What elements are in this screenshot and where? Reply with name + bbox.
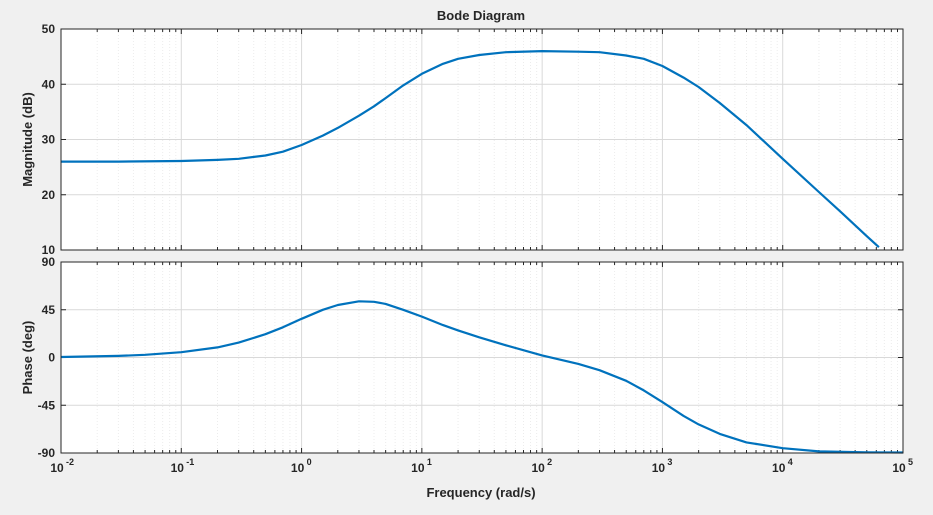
x-tick-label: 10 5 (892, 457, 913, 475)
x-tick-exponent: 1 (427, 457, 432, 467)
chart-title: Bode Diagram (437, 8, 525, 23)
x-tick-base: 10 (171, 461, 185, 475)
y-tick-label: 40 (42, 77, 56, 91)
x-tick-base: 10 (892, 461, 906, 475)
magnitude-plot-frame (60, 28, 904, 251)
magnitude-series-line (61, 50, 880, 249)
x-tick-base: 10 (652, 461, 666, 475)
y-tick-label: -90 (38, 446, 56, 460)
x-tick-exponent: -2 (66, 457, 74, 467)
x-tick-label: 10 -1 (171, 457, 195, 475)
phase-panel: -90 -45 0 45 90 Phase (deg) (20, 255, 904, 460)
x-tick-label: 10 2 (531, 457, 552, 475)
x-tick-label: 10 3 (652, 457, 673, 475)
x-tick-exponent: 2 (547, 457, 552, 467)
x-tick-base: 10 (50, 461, 64, 475)
x-tick-base: 10 (411, 461, 425, 475)
x-tick-base: 10 (772, 461, 786, 475)
x-tick-base: 10 (291, 461, 305, 475)
y-tick-label: 90 (42, 255, 56, 269)
x-tick-label: 10 -2 (50, 457, 74, 475)
x-tick-label: 10 1 (411, 457, 432, 475)
y-tick-label: 30 (42, 133, 56, 147)
y-tick-label: 20 (42, 188, 56, 202)
phase-grid (60, 261, 903, 454)
x-tick-exponent: 3 (667, 457, 672, 467)
y-tick-label: 50 (42, 22, 56, 36)
phase-plot-frame (60, 261, 904, 454)
x-tick-exponent: 5 (908, 457, 913, 467)
y-tick-label: -45 (38, 398, 56, 412)
magnitude-y-axis-label: Magnitude (dB) (20, 92, 35, 187)
x-tick-exponent: 0 (307, 457, 312, 467)
x-tick-exponent: 4 (788, 457, 793, 467)
frequency-x-ticks: 10 -2 10 -1 10 0 10 1 10 2 10 3 10 4 10 5 (50, 457, 913, 475)
x-tick-label: 10 0 (291, 457, 312, 475)
x-tick-label: 10 4 (772, 457, 793, 475)
x-axis-label: Frequency (rad/s) (426, 485, 535, 500)
x-tick-exponent: -1 (186, 457, 194, 467)
y-tick-label: 45 (42, 303, 56, 317)
x-tick-base: 10 (531, 461, 545, 475)
phase-y-axis-label: Phase (deg) (20, 321, 35, 395)
y-tick-label: 0 (48, 351, 55, 365)
phase-y-ticks: -90 -45 0 45 90 (38, 255, 56, 460)
y-tick-label: 10 (42, 243, 56, 257)
magnitude-panel: 10 20 30 40 50 Magnitude (dB) (20, 22, 904, 257)
phase-series-line (60, 300, 904, 454)
magnitude-y-ticks: 10 20 30 40 50 (42, 22, 56, 257)
